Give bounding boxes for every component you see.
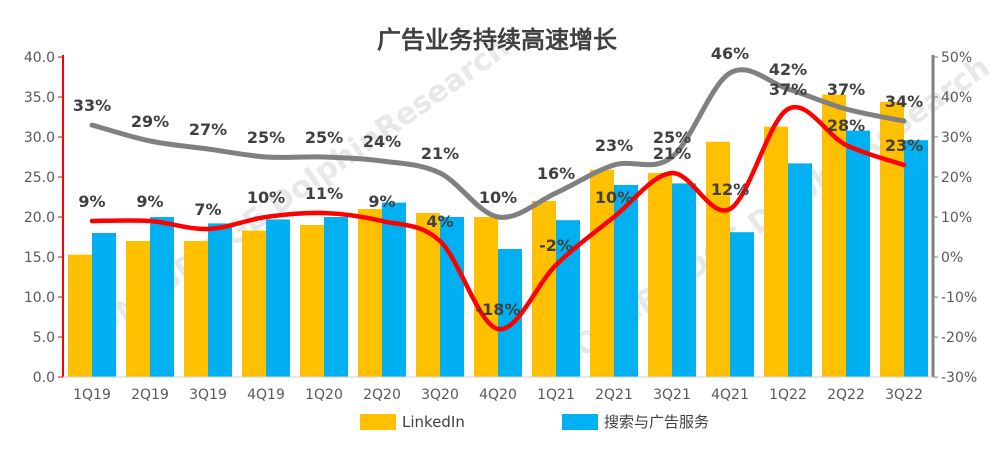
- bar-0-2Q21: [590, 169, 614, 377]
- bar-0-4Q20: [474, 217, 498, 377]
- data-label-0-4Q21: 46%: [711, 44, 749, 63]
- data-label-1-4Q21: 12%: [711, 180, 749, 199]
- x-tick-label-2Q20: 2Q20: [363, 387, 401, 403]
- data-label-0-2Q19: 29%: [131, 112, 169, 131]
- y-tick-label-0: 0.0: [33, 370, 55, 386]
- data-label-1-4Q19: 10%: [247, 188, 285, 207]
- bar-0-3Q22: [880, 101, 904, 378]
- bar-0-1Q22: [764, 126, 788, 377]
- x-tick-label-3Q20: 3Q20: [421, 387, 459, 403]
- data-label-1-2Q19: 9%: [136, 192, 163, 211]
- x-tick-label-1Q19: 1Q19: [73, 387, 111, 403]
- legend-swatch-1: [562, 414, 598, 430]
- bar-1-1Q20: [324, 217, 348, 377]
- legend-swatch-0: [360, 414, 396, 430]
- legend-label-1: 搜索与广告服务: [604, 413, 709, 431]
- data-label-1-1Q22: 37%: [769, 80, 807, 99]
- data-label-1-3Q21: 21%: [653, 144, 691, 163]
- y-tick-label-1: 5.0: [33, 330, 55, 346]
- data-label-1-4Q20: -18%: [476, 300, 521, 319]
- bar-0-3Q19: [184, 241, 208, 377]
- y-tick-label-6: 30.0: [24, 130, 55, 146]
- data-label-1-1Q19: 9%: [78, 192, 105, 211]
- y-tick-label-5: 25.0: [24, 170, 55, 186]
- y-tick-label-4: 20.0: [24, 210, 55, 226]
- bar-1-4Q20: [498, 249, 522, 377]
- chart-title: 广告业务持续高速增长: [377, 26, 618, 54]
- x-tick-label-3Q19: 3Q19: [189, 387, 227, 403]
- data-label-0-3Q20: 21%: [421, 144, 459, 163]
- bar-1-3Q21: [672, 183, 696, 377]
- data-label-0-1Q21: 16%: [537, 164, 575, 183]
- bar-1-3Q22: [904, 140, 928, 377]
- bar-1-2Q21: [614, 185, 638, 377]
- bar-0-1Q19: [68, 254, 92, 377]
- y2-tick-label-0: -30%: [941, 370, 977, 386]
- data-label-0-3Q19: 27%: [189, 120, 227, 139]
- x-tick-label-4Q21: 4Q21: [711, 387, 749, 403]
- y2-tick-label-4: 10%: [941, 210, 972, 226]
- bar-0-1Q20: [300, 225, 324, 377]
- y2-tick-label-8: 50%: [941, 50, 972, 66]
- y2-tick-label-3: 0%: [941, 250, 963, 266]
- bar-0-3Q21: [648, 173, 672, 377]
- data-label-0-1Q19: 33%: [73, 96, 111, 115]
- y-tick-label-2: 10.0: [24, 290, 55, 306]
- legend: LinkedIn 搜索与广告服务: [360, 413, 709, 431]
- bar-0-4Q21: [706, 141, 730, 377]
- x-tick-label-1Q20: 1Q20: [305, 387, 343, 403]
- data-label-0-3Q21: 25%: [653, 128, 691, 147]
- bar-1-3Q19: [208, 223, 232, 377]
- data-label-1-3Q22: 23%: [885, 136, 923, 155]
- data-label-1-3Q19: 7%: [194, 200, 221, 219]
- x-tick-label-4Q19: 4Q19: [247, 387, 285, 403]
- bar-1-4Q19: [266, 219, 290, 377]
- x-tick-label-1Q22: 1Q22: [769, 387, 807, 403]
- data-label-1-2Q21: 10%: [595, 188, 633, 207]
- x-tick-label-4Q20: 4Q20: [479, 387, 517, 403]
- y2-tick-label-2: -10%: [941, 290, 977, 306]
- data-label-0-1Q20: 25%: [305, 128, 343, 147]
- bar-1-4Q21: [730, 232, 754, 377]
- data-label-0-2Q22: 37%: [827, 80, 865, 99]
- bar-1-2Q19: [150, 217, 174, 377]
- data-label-1-3Q20: 4%: [426, 212, 453, 231]
- bar-1-1Q22: [788, 163, 812, 377]
- x-tick-label-2Q19: 2Q19: [131, 387, 169, 403]
- y2-tick-label-1: -20%: [941, 330, 977, 346]
- data-label-0-2Q20: 24%: [363, 132, 401, 151]
- data-label-0-3Q22: 34%: [885, 92, 923, 111]
- data-label-0-2Q21: 23%: [595, 136, 633, 155]
- x-tick-label-2Q22: 2Q22: [827, 387, 865, 403]
- x-tick-label-1Q21: 1Q21: [537, 387, 575, 403]
- line-series-0: [89, 67, 907, 220]
- line-series-1: [89, 104, 907, 332]
- legend-label-0: LinkedIn: [402, 413, 465, 431]
- bar-0-4Q19: [242, 230, 266, 377]
- y-tick-label-3: 15.0: [24, 250, 55, 266]
- y2-tick-label-7: 40%: [941, 90, 972, 106]
- x-tick-label-2Q21: 2Q21: [595, 387, 633, 403]
- x-tick-label-3Q21: 3Q21: [653, 387, 691, 403]
- bar-1-2Q22: [846, 130, 870, 377]
- data-label-1-1Q21: -2%: [539, 236, 573, 255]
- data-label-1-2Q22: 28%: [827, 116, 865, 135]
- bar-1-2Q20: [382, 202, 406, 377]
- data-label-1-2Q20: 9%: [368, 192, 395, 211]
- bar-0-2Q19: [126, 241, 150, 377]
- data-label-0-4Q19: 25%: [247, 128, 285, 147]
- bar-0-2Q20: [358, 209, 382, 377]
- y2-tick-label-5: 20%: [941, 170, 972, 186]
- y2-tick-label-6: 30%: [941, 130, 972, 146]
- y-tick-label-8: 40.0: [24, 50, 55, 66]
- data-label-0-4Q20: 10%: [479, 188, 517, 207]
- bar-1-1Q19: [92, 233, 116, 377]
- y-tick-label-7: 35.0: [24, 90, 55, 106]
- bar-1-3Q20: [440, 217, 464, 377]
- data-label-0-1Q22: 42%: [769, 60, 807, 79]
- x-tick-label-3Q22: 3Q22: [885, 387, 923, 403]
- data-label-1-1Q20: 11%: [305, 184, 343, 203]
